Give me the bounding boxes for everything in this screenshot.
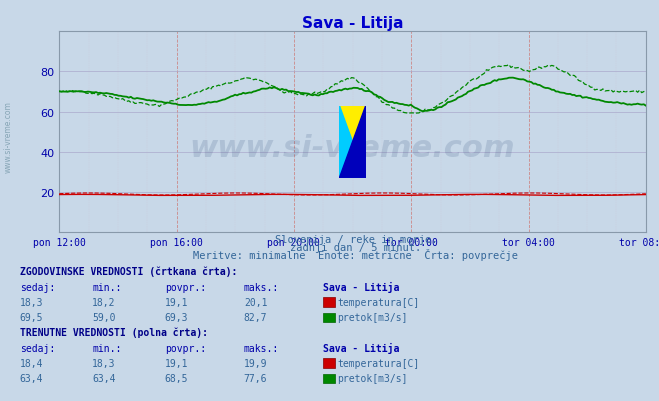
- Text: povpr.:: povpr.:: [165, 343, 206, 353]
- Text: temperatura[C]: temperatura[C]: [337, 358, 420, 368]
- Text: TRENUTNE VREDNOSTI (polna črta):: TRENUTNE VREDNOSTI (polna črta):: [20, 327, 208, 338]
- Text: maks.:: maks.:: [244, 282, 279, 292]
- Text: Slovenija / reke in morje.: Slovenija / reke in morje.: [275, 235, 437, 245]
- Text: pretok[m3/s]: pretok[m3/s]: [337, 373, 408, 383]
- Text: 63,4: 63,4: [20, 373, 43, 383]
- Text: 20,1: 20,1: [244, 297, 268, 307]
- Text: 18,4: 18,4: [20, 358, 43, 368]
- Text: pretok[m3/s]: pretok[m3/s]: [337, 312, 408, 322]
- Text: Meritve: minimalne  Enote: metrične  Črta: povprečje: Meritve: minimalne Enote: metrične Črta:…: [193, 249, 519, 261]
- Text: maks.:: maks.:: [244, 343, 279, 353]
- Text: temperatura[C]: temperatura[C]: [337, 297, 420, 307]
- Text: povpr.:: povpr.:: [165, 282, 206, 292]
- Text: Sava - Litija: Sava - Litija: [323, 281, 399, 292]
- Text: zadnji dan / 5 minut.: zadnji dan / 5 minut.: [290, 243, 422, 253]
- Polygon shape: [339, 106, 366, 178]
- Text: 68,5: 68,5: [165, 373, 188, 383]
- Text: min.:: min.:: [92, 343, 122, 353]
- Text: 63,4: 63,4: [92, 373, 116, 383]
- Text: 59,0: 59,0: [92, 312, 116, 322]
- Text: 19,1: 19,1: [165, 358, 188, 368]
- Text: ZGODOVINSKE VREDNOSTI (črtkana črta):: ZGODOVINSKE VREDNOSTI (črtkana črta):: [20, 266, 237, 277]
- Text: 69,5: 69,5: [20, 312, 43, 322]
- Text: www.si-vreme.com: www.si-vreme.com: [190, 134, 515, 163]
- Text: min.:: min.:: [92, 282, 122, 292]
- Text: 69,3: 69,3: [165, 312, 188, 322]
- Text: 19,9: 19,9: [244, 358, 268, 368]
- Text: Sava - Litija: Sava - Litija: [323, 342, 399, 353]
- Text: www.si-vreme.com: www.si-vreme.com: [3, 101, 13, 172]
- Text: 18,3: 18,3: [20, 297, 43, 307]
- Text: 77,6: 77,6: [244, 373, 268, 383]
- Text: sedaj:: sedaj:: [20, 343, 55, 353]
- Title: Sava - Litija: Sava - Litija: [302, 16, 403, 31]
- Text: 18,3: 18,3: [92, 358, 116, 368]
- Text: 18,2: 18,2: [92, 297, 116, 307]
- Polygon shape: [339, 106, 366, 178]
- Text: 82,7: 82,7: [244, 312, 268, 322]
- Text: 19,1: 19,1: [165, 297, 188, 307]
- Text: sedaj:: sedaj:: [20, 282, 55, 292]
- Polygon shape: [339, 106, 366, 178]
